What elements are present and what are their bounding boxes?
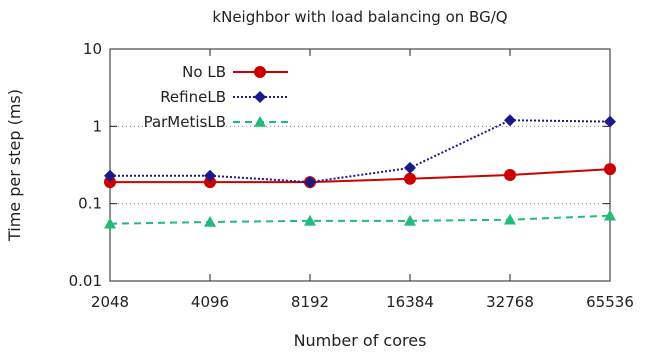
x-tick-label: 8192 xyxy=(291,293,329,311)
data-point xyxy=(404,214,416,226)
data-point xyxy=(204,169,216,182)
x-tick-label: 4096 xyxy=(191,293,229,311)
legend-marker xyxy=(254,66,266,78)
legend-marker xyxy=(254,116,266,127)
legend: No LB RefineLB ParMetisLB xyxy=(144,63,288,131)
grid xyxy=(110,48,610,282)
data-point xyxy=(504,114,516,127)
x-axis-label: Number of cores xyxy=(294,331,427,350)
data-point xyxy=(204,215,216,227)
data-point xyxy=(404,161,416,174)
legend-label: ParMetisLB xyxy=(144,113,226,131)
data-point xyxy=(504,168,516,181)
x-tick-label: 32768 xyxy=(486,293,534,311)
series-line xyxy=(110,119,611,184)
y-tick-label: 10 xyxy=(83,40,102,58)
y-tick-label: 0.1 xyxy=(78,195,102,213)
x-tick-label: 2048 xyxy=(91,293,129,311)
data-point xyxy=(404,172,416,185)
x-tick-label: 65536 xyxy=(586,293,634,311)
plot-frame xyxy=(109,48,611,282)
data-point xyxy=(304,176,316,189)
data-point xyxy=(504,213,516,225)
legend-label: No LB xyxy=(182,63,226,81)
x-tick-label: 16384 xyxy=(386,293,434,311)
series-refinelb xyxy=(104,114,616,189)
data-point xyxy=(604,163,616,176)
chart-title: kNeighbor with load balancing on BG/Q xyxy=(212,8,507,26)
series-layer xyxy=(104,114,616,229)
legend-marker xyxy=(254,91,266,103)
data-point xyxy=(604,209,616,221)
data-point xyxy=(104,217,116,229)
y-ticks: 0.01 0.1 1 10 xyxy=(69,40,610,290)
series-no-lb xyxy=(104,163,616,189)
data-point xyxy=(604,115,616,128)
series-line xyxy=(109,214,611,225)
legend-label: RefineLB xyxy=(160,88,226,106)
x-ticks: 2048 4096 8192 16384 32768 65536 xyxy=(91,49,634,311)
data-point xyxy=(304,214,316,226)
data-point xyxy=(104,169,116,182)
series-line xyxy=(110,168,611,184)
data-point xyxy=(204,176,216,189)
y-tick-label: 1 xyxy=(92,117,102,135)
series-parmetislb xyxy=(104,209,616,229)
y-axis-label: Time per step (ms) xyxy=(5,89,24,242)
y-tick-label: 0.01 xyxy=(69,272,102,290)
data-point xyxy=(104,176,116,189)
